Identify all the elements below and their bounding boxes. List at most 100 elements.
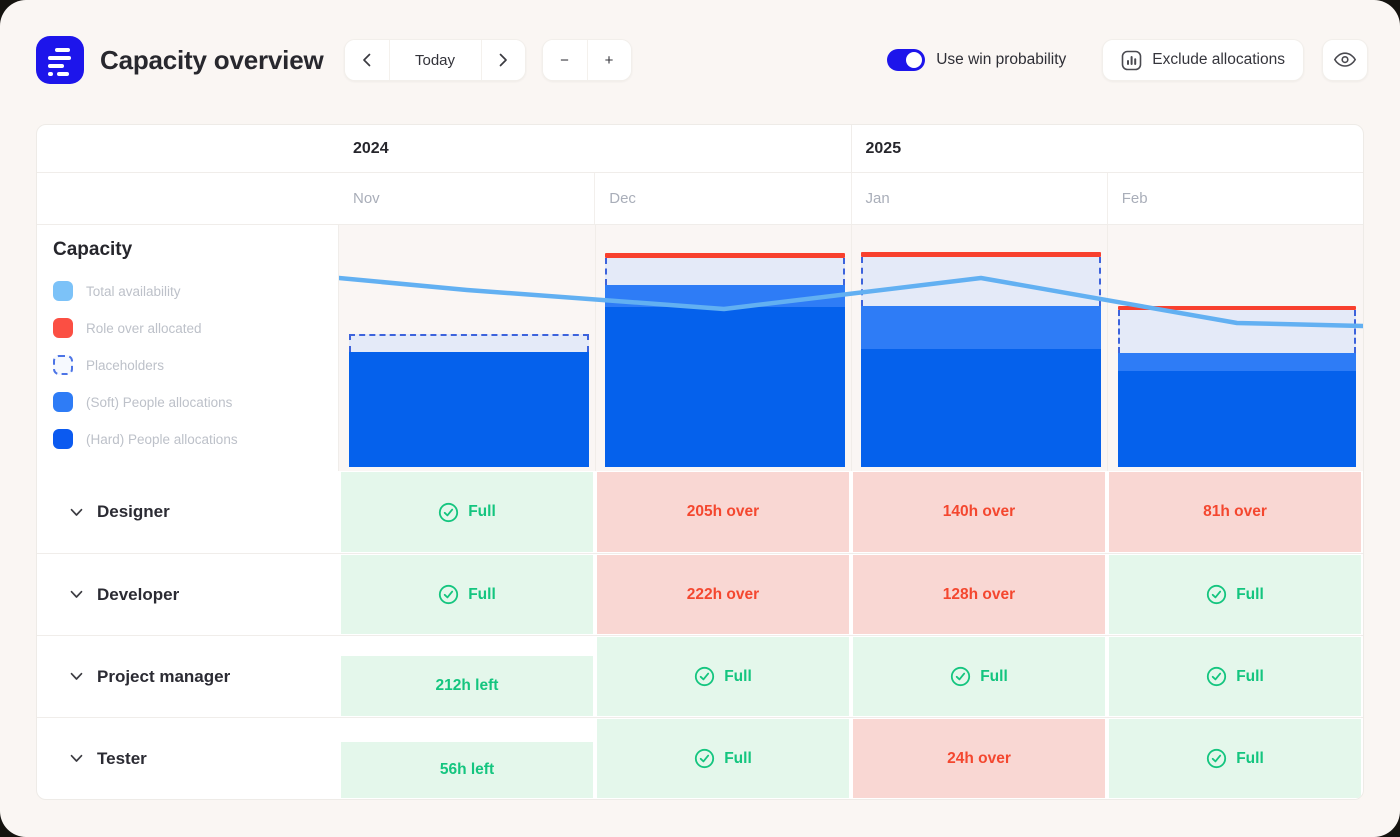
hard-allocation-segment [605,307,845,467]
exclude-allocations-button[interactable]: Exclude allocations [1102,39,1304,81]
capacity-status: 205h over [597,472,849,552]
capacity-cell-dec: 205h over [595,471,851,553]
placeholder-segment [1118,310,1356,353]
zoom-in-button[interactable]: + [586,40,631,80]
month-header: Jan [850,173,1107,224]
legend-item-total-availability: Total availability [53,281,338,301]
month-header: Nov [353,190,380,207]
capacity-status: 222h over [597,555,849,634]
role-row-tester: Tester 56h left Full 24h over Full [37,717,1363,799]
capacity-status: 140h over [853,472,1105,552]
total-availability-swatch [53,281,73,301]
status-label: Full [724,667,752,685]
check-circle-icon [438,584,459,605]
hard-allocation-segment [1118,371,1356,467]
hard-allocation-segment [861,349,1101,467]
capacity-status: Full [1109,637,1361,716]
capacity-status: Full [1109,555,1361,634]
chevron-down-icon[interactable] [70,508,83,517]
chevron-down-icon[interactable] [70,590,83,599]
visibility-button[interactable] [1322,39,1368,81]
soft-people-allocations-swatch [53,392,73,412]
capacity-cell-dec: 222h over [595,554,851,635]
check-circle-icon [1206,666,1227,687]
role-row-project-manager: Project manager 212h left Full Full Full [37,635,1363,717]
hard-allocation-segment [349,352,589,467]
prev-period-button[interactable] [344,40,389,80]
year-header: 2025 [850,125,1364,172]
legend-label: Role over allocated [86,320,202,336]
zoom-out-button[interactable]: − [542,40,587,80]
zoom-group: − + [541,39,632,81]
capacity-status: Full [341,472,593,552]
capacity-cell-nov: 56h left [339,718,595,799]
capacity-status: Full [341,555,593,634]
role-over-allocated-swatch [53,318,73,338]
exclude-allocations-label: Exclude allocations [1152,51,1285,68]
page-title: Capacity overview [100,44,324,75]
capacity-status: 128h over [853,555,1105,634]
legend-label: Placeholders [86,357,165,373]
legend-item-role-over-allocated: Role over allocated [53,318,338,338]
next-period-button[interactable] [480,40,525,80]
capacity-status: Full [1109,719,1361,798]
role-header-developer[interactable]: Developer [37,554,339,635]
legend-item-hard-people-allocations: (Hard) People allocations [53,429,338,449]
toggle-switch[interactable] [887,49,926,71]
status-label: Full [1236,585,1264,603]
month-header-row: Nov Dec Jan Feb [37,173,1363,225]
role-name: Developer [97,584,180,604]
status-label: 81h over [1203,503,1267,520]
check-circle-icon [694,666,715,687]
legend-item-soft-people-allocations: (Soft) People allocations [53,392,338,412]
top-toolbar: Capacity overview Today − + Use win prob… [36,36,1368,84]
month-header: Dec [594,173,850,224]
chevron-right-icon [499,53,508,67]
role-name: Project manager [97,666,231,686]
status-label: 205h over [686,503,760,520]
chevron-down-icon[interactable] [70,754,83,763]
soft-allocation-segment [861,306,1101,349]
placeholder-segment [349,334,589,352]
legend-item-placeholders: Placeholders [53,355,338,375]
capacity-status: 212h left [341,656,593,716]
capacity-bar-feb [1118,306,1356,467]
role-name: Tester [97,748,147,768]
placeholder-segment [861,257,1101,306]
win-probability-toggle-wrap[interactable]: Use win probability [887,49,1066,71]
capacity-cell-feb: Full [1107,718,1363,799]
capacity-cell-jan: 24h over [851,718,1107,799]
chevron-down-icon[interactable] [70,672,83,681]
capacity-cell-feb: 81h over [1107,471,1363,553]
check-circle-icon [950,666,971,687]
status-label: Full [980,667,1008,685]
role-header-project-manager[interactable]: Project manager [37,636,339,717]
capacity-cell-nov: 212h left [339,636,595,717]
year-header: 2024 [353,139,389,157]
app-logo-icon [36,36,84,84]
check-circle-icon [1206,584,1227,605]
role-header-tester[interactable]: Tester [37,718,339,799]
eye-icon [1333,51,1357,69]
status-label: 212h left [435,677,499,694]
role-header-designer[interactable]: Designer [37,471,339,553]
capacity-bar-dec [605,253,845,467]
check-circle-icon [438,502,459,523]
soft-allocation-segment [605,285,845,307]
capacity-cell-feb: Full [1107,554,1363,635]
toggle-label: Use win probability [936,51,1067,68]
capacity-status: 56h left [341,742,593,798]
status-label: Full [468,585,496,603]
capacity-bar-nov [349,334,589,467]
capacity-bar-jan [861,252,1101,467]
legend-title: Capacity [53,239,133,260]
month-row-spacer [37,173,339,224]
bar-chart-icon [1121,50,1142,71]
status-label: 222h over [686,585,760,603]
capacity-card: 2024 2025 Nov Dec Jan Feb Capacity Total ava… [36,124,1364,800]
status-label: 24h over [947,749,1011,767]
capacity-status: 24h over [853,719,1105,798]
today-button[interactable]: Today [388,40,481,80]
capacity-status: Full [853,637,1105,716]
capacity-status: Full [597,719,849,798]
